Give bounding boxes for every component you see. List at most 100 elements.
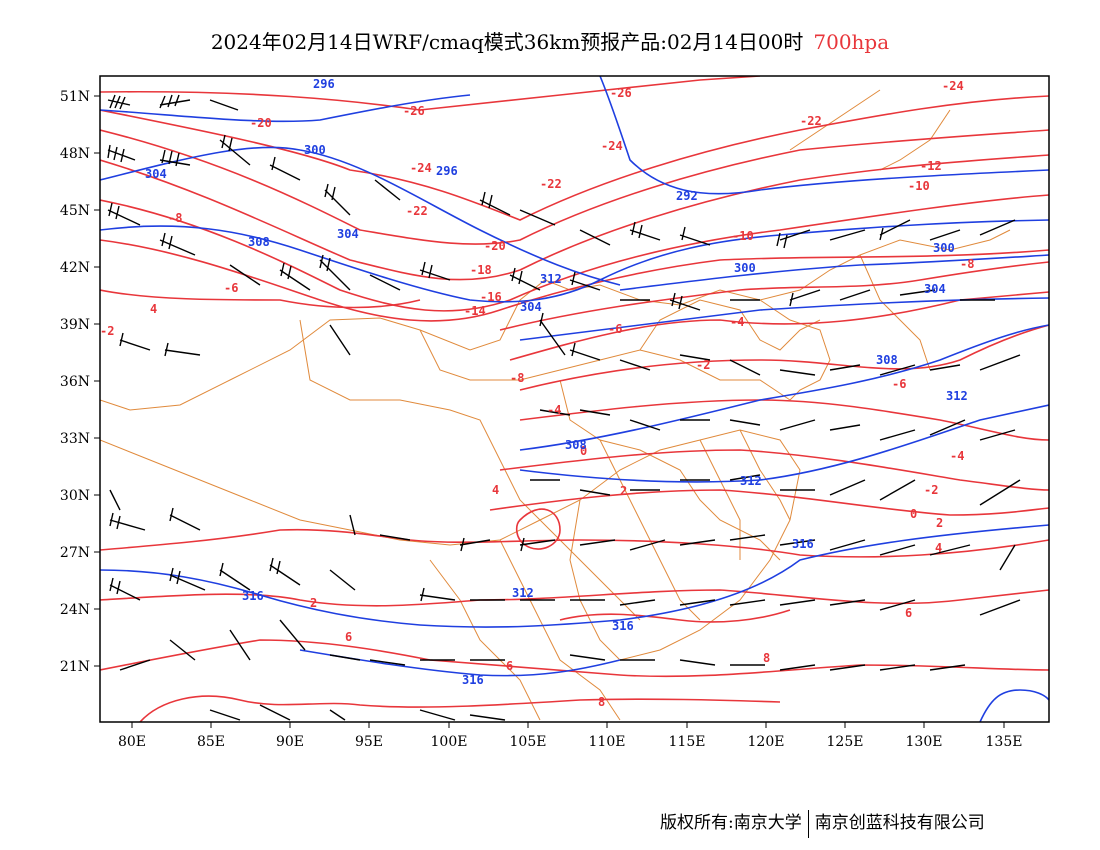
- lat-label: 45N: [60, 203, 90, 219]
- isotherm-label: 0: [910, 507, 917, 521]
- copyright-owner: 版权所有:南京大学: [660, 813, 802, 833]
- isotherm-label: -6: [224, 281, 238, 295]
- isotherm-label: -22: [800, 114, 822, 128]
- isotherm-label: -4: [730, 315, 744, 329]
- wind-barbs: [107, 94, 1021, 721]
- isotherm-label: -14: [464, 304, 486, 318]
- lon-label: 105E: [510, 734, 547, 750]
- isotherm-label: -8: [510, 371, 524, 385]
- title-text: 2024年02月14日WRF/cmaq模式36km预报产品:02月14日00时: [210, 30, 804, 54]
- height-label: 292: [676, 189, 698, 203]
- isotherm-label: -8: [960, 257, 974, 271]
- lon-label: 130E: [906, 734, 943, 750]
- lat-label: 51N: [60, 89, 90, 105]
- height-label: 296: [436, 164, 458, 178]
- lon-label: 95E: [355, 734, 383, 750]
- height-label: 296: [313, 77, 335, 91]
- isotherm-label: 2: [936, 516, 943, 530]
- map-frame: [99, 75, 1050, 723]
- height-label: 304: [520, 300, 542, 314]
- isotherm-label: -24: [942, 79, 964, 93]
- isotherm-label: 6: [345, 630, 352, 644]
- isotherm-label: 6: [905, 606, 912, 620]
- lat-label: 27N: [60, 545, 90, 561]
- isotherm-label: -18: [470, 263, 492, 277]
- height-label: 312: [540, 272, 562, 286]
- isotherm-label: 8: [598, 695, 605, 709]
- isotherm-label: 4: [935, 541, 942, 555]
- lon-label: 85E: [197, 734, 225, 750]
- latitude-labels: 51N 48N 45N 42N 39N 36N 33N 30N 27N 24N …: [60, 89, 90, 675]
- isotherm-label: -2: [100, 324, 114, 338]
- lat-label: 36N: [60, 374, 90, 390]
- lon-label: 125E: [827, 734, 864, 750]
- border-lines: [100, 89, 1011, 721]
- isotherm-label: -26: [610, 86, 632, 100]
- isotherm-label: -24: [410, 161, 432, 175]
- copyright-footer: 版权所有:南京大学 南京创蓝科技有限公司: [660, 808, 985, 838]
- height-label: 300: [933, 241, 955, 255]
- lat-label: 24N: [60, 602, 90, 618]
- isotherm-label: -20: [484, 239, 506, 253]
- isotherm-label: 6: [506, 659, 513, 673]
- map-background: [100, 76, 1049, 722]
- height-label: 308: [248, 235, 270, 249]
- height-label: 308: [876, 353, 898, 367]
- contour-layer: -26 -26 -24 -24 -24 -22 -22 -22 -20 -20 …: [100, 76, 1049, 722]
- height-label: 304: [337, 227, 359, 241]
- height-value-labels: 296 296 300 300 300 304 304 304 304 308 …: [145, 77, 968, 687]
- lon-label: 80E: [118, 734, 146, 750]
- lat-label: 39N: [60, 317, 90, 333]
- isotherm-label: -10: [732, 229, 754, 243]
- copyright-company: 南京创蓝科技有限公司: [814, 813, 985, 833]
- lat-label: 42N: [60, 260, 90, 276]
- isotherm-label: 4: [492, 483, 499, 497]
- isotherm-label: -6: [892, 377, 906, 391]
- isotherm-label: 4: [150, 302, 157, 316]
- isotherm-label: -8: [168, 211, 182, 225]
- isotherm-label: -22: [540, 177, 562, 191]
- isotherm-label: -12: [920, 159, 942, 173]
- isotherm-value-labels: -26 -26 -24 -24 -24 -22 -22 -22 -20 -20 …: [100, 79, 974, 709]
- height-label: 316: [792, 537, 814, 551]
- height-label: 312: [512, 586, 534, 600]
- height-label: 300: [734, 261, 756, 275]
- height-label: 316: [612, 619, 634, 633]
- longitude-labels: 80E 85E 90E 95E 100E 105E 110E 115E 120E…: [118, 734, 1023, 750]
- height-label: 300: [304, 143, 326, 157]
- isotherm-label: -4: [547, 403, 561, 417]
- isotherm-label: 8: [763, 651, 770, 665]
- isotherm-label: 2: [310, 596, 317, 610]
- isotherm-label: -26: [403, 104, 425, 118]
- height-label: 312: [740, 474, 762, 488]
- isotherm-label: -6: [608, 322, 622, 336]
- isotherm-label: -24: [601, 139, 623, 153]
- footer-divider: [807, 809, 809, 838]
- height-label: 312: [946, 389, 968, 403]
- lat-label: 30N: [60, 488, 90, 504]
- isotherm-label: 0: [580, 444, 587, 458]
- lon-label: 120E: [748, 734, 785, 750]
- isotherm-label: 2: [620, 484, 627, 498]
- height-label: 316: [242, 589, 264, 603]
- isotherm-label: -22: [406, 204, 428, 218]
- lon-label: 135E: [986, 734, 1023, 750]
- lat-label: 21N: [60, 659, 90, 675]
- lat-label: 33N: [60, 431, 90, 447]
- height-label: 304: [145, 167, 167, 181]
- lon-label: 110E: [589, 734, 626, 750]
- axis-ticks: [94, 95, 1005, 728]
- lon-label: 90E: [276, 734, 304, 750]
- height-contour-lines: [100, 76, 1049, 722]
- isotherm-label: -10: [908, 179, 930, 193]
- height-label: 304: [924, 282, 946, 296]
- isotherm-label: -2: [696, 358, 710, 372]
- lon-label: 100E: [431, 734, 468, 750]
- pressure-level-label: 700hpa: [813, 30, 890, 54]
- isotherm-label: -16: [480, 290, 502, 304]
- map-title: 2024年02月14日WRF/cmaq模式36km预报产品:02月14日00时 7…: [0, 26, 1100, 55]
- isotherm-lines: [100, 76, 1049, 722]
- lat-label: 48N: [60, 146, 90, 162]
- height-label: 316: [462, 673, 484, 687]
